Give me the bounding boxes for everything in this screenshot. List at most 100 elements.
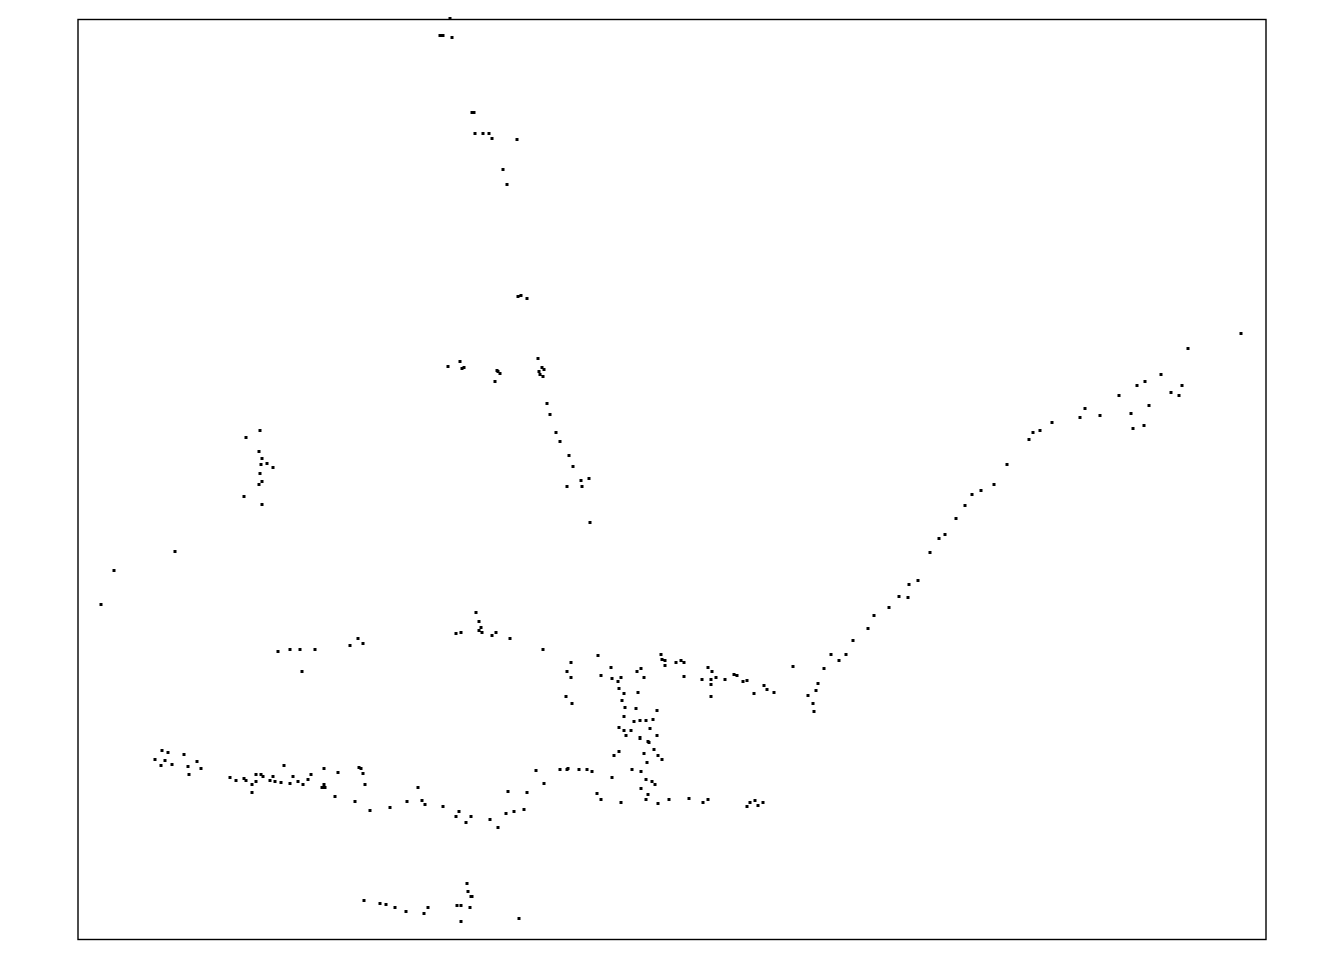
data-point [761,801,765,804]
data-point [540,366,544,369]
data-point [258,429,262,432]
data-point [622,692,626,695]
data-point [361,642,365,645]
data-point [644,778,648,781]
data-point [679,659,683,662]
data-point [709,678,713,681]
data-point [609,666,613,669]
data-point [244,436,248,439]
data-point [756,804,760,807]
data-point [765,688,769,691]
data-point [928,551,932,554]
data-point [542,368,546,371]
data-point [970,493,974,496]
data-point [660,758,664,761]
plot-frame [77,18,1267,941]
data-point [268,779,272,782]
data-point [498,372,502,375]
data-point [772,691,776,694]
data-point [992,483,996,486]
data-point [420,799,424,802]
data-point [276,650,280,653]
data-point [639,667,643,670]
data-point [298,648,302,651]
data-point [585,768,589,771]
data-point [464,821,468,824]
data-point [525,791,529,794]
data-point [336,771,340,774]
data-point [460,367,464,370]
data-point [701,801,705,804]
data-point [282,764,286,767]
data-point [577,768,581,771]
data-point [748,801,752,804]
data-point [384,903,388,906]
data-point [487,132,491,135]
data-point [322,767,326,770]
data-point [629,729,633,732]
data-point [650,780,654,783]
data-point [907,583,911,586]
data-point [569,661,573,664]
data-point [313,648,317,651]
data-point [916,579,920,582]
data-point [517,917,521,920]
data-point [1129,412,1133,415]
data-point [619,801,623,804]
data-point [829,653,833,656]
data-point [501,168,505,171]
data-point [570,702,574,705]
data-point [612,754,616,757]
data-point [814,689,818,692]
data-point [565,768,569,771]
data-point [250,791,254,794]
data-point [506,790,510,793]
data-point [481,132,485,135]
data-point [646,793,650,796]
data-point [732,673,736,676]
data-point [545,402,549,405]
data-point [588,521,592,524]
data-point [465,882,469,885]
data-point [1177,394,1181,397]
data-point [153,758,157,761]
data-point [422,912,426,915]
data-point [438,34,442,37]
data-point [473,132,477,135]
data-point [565,670,569,673]
data-point [564,695,568,698]
data-point [470,111,474,114]
data-point [441,805,445,808]
data-point [674,661,678,664]
data-point [426,906,430,909]
data-point [1131,427,1135,430]
data-point [490,634,494,637]
data-point [525,297,529,300]
data-point [653,783,657,786]
data-point [844,653,848,656]
data-point [753,799,757,802]
data-point [596,654,600,657]
data-point [1142,424,1146,427]
data-point [660,658,664,661]
data-point [466,890,470,893]
data-point [480,631,484,634]
data-point [709,695,713,698]
data-point [260,503,264,506]
data-point [186,765,190,768]
data-point [242,777,246,780]
data-point [393,906,397,909]
data-point [291,775,295,778]
data-point [565,485,569,488]
data-point [368,809,372,812]
points-layer [99,17,1243,923]
data-point [599,798,603,801]
data-point [258,472,262,475]
data-point [622,729,626,732]
data-point [655,734,659,737]
data-point [296,780,300,783]
data-point [1050,421,1054,424]
data-point [752,692,756,695]
data-point [706,666,710,669]
